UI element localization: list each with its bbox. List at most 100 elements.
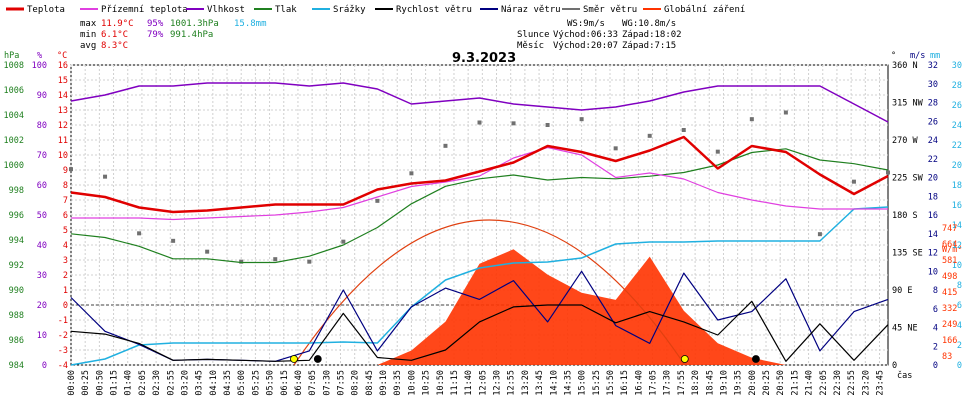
point-smer-vetru xyxy=(341,239,346,244)
legend-label-globalni-zareni: Globální záření xyxy=(664,5,745,15)
tick-wm2: 249 xyxy=(942,320,957,330)
tick-pct: 70 xyxy=(37,151,47,161)
marker-moonset xyxy=(313,355,322,363)
tick-temp: 5 xyxy=(63,226,68,236)
tick-x: 15:25 xyxy=(592,370,602,396)
tick-x: 16:15 xyxy=(620,370,630,396)
point-smer-vetru xyxy=(375,198,380,203)
point-smer-vetru xyxy=(239,259,244,264)
point-smer-vetru xyxy=(477,120,482,125)
tick-temp: 16 xyxy=(58,61,68,71)
tick-x: 13:20 xyxy=(521,370,531,396)
tick-temp: -4 xyxy=(58,361,68,371)
tick-x: 07:30 xyxy=(322,370,332,396)
tick-ms: 20 xyxy=(928,174,938,184)
tick-pct: 20 xyxy=(37,301,47,311)
tick-dir: 360 N xyxy=(892,61,918,71)
series-tlak xyxy=(70,148,889,264)
tick-hpa: 986 xyxy=(9,336,24,346)
info-sun-rise: Východ:06:33 xyxy=(553,30,618,40)
tick-mm: 12 xyxy=(952,241,962,251)
tick-hpa: 998 xyxy=(9,186,24,196)
tick-ms: 6 xyxy=(933,305,938,315)
tick-x: 18:45 xyxy=(705,370,715,396)
series-srazky xyxy=(70,206,889,366)
tick-x: 10:50 xyxy=(436,370,446,396)
point-smer-vetru xyxy=(205,249,210,254)
tick-mm: 0 xyxy=(957,361,962,371)
tick-dir: 315 NW xyxy=(892,99,924,109)
legend-label-tlak: Tlak xyxy=(275,5,297,15)
stat-max-rain: 15.8mm xyxy=(234,19,267,29)
tick-ms: 30 xyxy=(928,80,938,90)
tick-temp: 11 xyxy=(58,136,68,146)
tick-x: 10:00 xyxy=(407,370,417,396)
info-moon-label: Měsíc xyxy=(517,41,544,51)
stat-max-label: max xyxy=(80,19,97,29)
tick-x: 19:10 xyxy=(719,370,729,396)
stat-max-press: 1001.3hPa xyxy=(170,19,219,29)
point-smer-vetru xyxy=(817,232,822,237)
tick-x: 00:00 xyxy=(67,370,77,396)
axis-unit-ms: m/s xyxy=(910,51,925,61)
series-teplota xyxy=(70,135,889,214)
tick-x: 16:40 xyxy=(634,370,644,396)
series-prizemni-teplota xyxy=(71,146,888,221)
tick-mm: 18 xyxy=(952,181,962,191)
axis-unit-hpa: hPa xyxy=(4,51,19,61)
tick-wm2: 498 xyxy=(942,272,957,282)
tick-x: 12:55 xyxy=(507,370,517,396)
point-smer-vetru xyxy=(69,167,73,172)
legend-label-vlhkost: Vlhkost xyxy=(207,5,245,15)
tick-x: 17:30 xyxy=(663,370,673,396)
tick-hpa: 990 xyxy=(9,286,24,296)
tick-x: 20:50 xyxy=(776,370,786,396)
tick-temp: 14 xyxy=(58,91,68,101)
tick-mm: 26 xyxy=(952,101,962,111)
tick-dir: 180 S xyxy=(892,211,918,221)
tick-hpa: 1004 xyxy=(4,111,24,121)
legend-item-naraz-vetru: Náraz větru xyxy=(480,5,561,15)
tick-x: 20:00 xyxy=(748,370,758,396)
point-smer-vetru xyxy=(171,238,176,243)
legend-label-teplota: Teplota xyxy=(27,5,65,15)
stat-min-label: min xyxy=(80,30,96,40)
stat-max-temp: 11.9°C xyxy=(101,19,134,29)
tick-pct: 40 xyxy=(37,241,47,251)
tick-wm2: 747 xyxy=(942,224,957,234)
tick-x: 23:45 xyxy=(875,370,885,396)
tick-temp: 1 xyxy=(63,286,68,296)
stat-min-press: 991.4hPa xyxy=(170,30,213,40)
info-sun-label: Slunce xyxy=(517,30,550,40)
tick-pct: 100 xyxy=(32,61,47,71)
tick-hpa: 984 xyxy=(9,361,24,371)
tick-mm: 30 xyxy=(952,61,962,71)
tick-wm2: 664 xyxy=(942,240,957,250)
legend-item-prizemni-teplota: Přízemní teplota xyxy=(80,5,188,15)
tick-x: 06:40 xyxy=(294,370,304,396)
stat-max-hum: 95% xyxy=(147,19,164,29)
tick-mm: 16 xyxy=(952,201,962,211)
tick-x: 12:30 xyxy=(493,370,503,396)
tick-hpa: 1006 xyxy=(4,86,24,96)
tick-x: 07:05 xyxy=(308,370,318,396)
series-rychlost-vetru xyxy=(70,300,889,362)
tick-temp: -1 xyxy=(58,316,68,326)
tick-ms: 24 xyxy=(928,136,938,146)
tick-ms: 2 xyxy=(933,342,938,352)
axis-label-x: čas xyxy=(897,370,912,381)
tick-ms: 26 xyxy=(928,117,938,127)
info-moon-set: Západ:7:15 xyxy=(622,41,676,51)
tick-dir: 225 SW xyxy=(892,174,924,184)
tick-temp: 15 xyxy=(58,76,68,86)
point-smer-vetru xyxy=(681,128,686,132)
tick-mm: 8 xyxy=(957,281,962,291)
tick-x: 03:20 xyxy=(180,370,190,396)
point-smer-vetru xyxy=(511,121,516,126)
tick-x: 02:30 xyxy=(152,370,162,396)
tick-mm: 22 xyxy=(952,141,962,151)
legend-item-teplota: Teplota xyxy=(6,5,65,15)
tick-x: 17:05 xyxy=(649,370,659,396)
tick-mm: 10 xyxy=(952,261,962,271)
